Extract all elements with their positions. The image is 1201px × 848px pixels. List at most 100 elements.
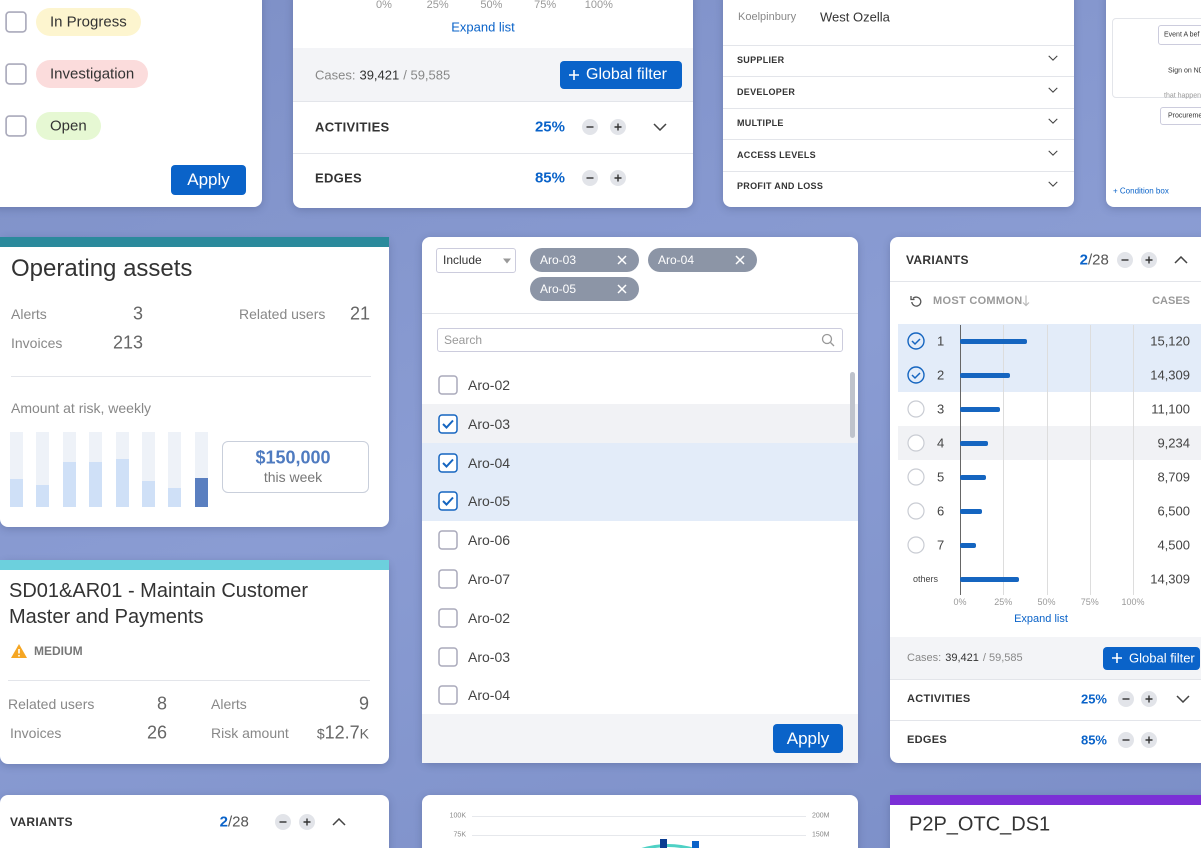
section-chevron[interactable]	[1048, 181, 1058, 187]
decrease-button[interactable]	[1118, 732, 1134, 748]
event-field: Event A bef	[1164, 31, 1200, 39]
checkbox[interactable]	[438, 569, 458, 589]
condition-select	[1160, 107, 1201, 125]
sort-label[interactable]: MOST COMMON	[933, 295, 1023, 307]
share-bar	[960, 406, 1000, 412]
card-title: Operating assets	[11, 255, 193, 282]
stat-label: Risk amount	[211, 725, 289, 741]
checkbox[interactable]	[438, 452, 458, 473]
row-label: 2	[937, 367, 945, 383]
condition-text: that happen	[1164, 92, 1201, 100]
option-label[interactable]: Aro-07	[468, 571, 511, 587]
card	[890, 237, 1201, 763]
button[interactable]	[1103, 646, 1200, 670]
increase-button[interactable]	[299, 814, 315, 830]
card	[422, 795, 858, 848]
row-radio[interactable]	[907, 366, 925, 384]
option-label[interactable]: Aro-02	[468, 609, 511, 626]
button-label[interactable]: Apply	[187, 170, 230, 189]
checkbox[interactable]	[438, 685, 458, 706]
checkbox[interactable]	[438, 646, 458, 667]
collapse-chevron[interactable]	[1174, 255, 1188, 264]
checkbox[interactable]	[438, 608, 458, 628]
increase-button[interactable]	[1141, 732, 1157, 748]
section-header: PROFIT AND LOSS	[737, 181, 824, 191]
checkbox[interactable]	[438, 414, 458, 434]
expand-chevron[interactable]	[653, 123, 667, 132]
option-label[interactable]: Aro-03	[468, 648, 511, 665]
section-chevron[interactable]	[1048, 55, 1058, 61]
row-radio[interactable]	[907, 536, 925, 554]
metric-value: 25%	[1080, 691, 1107, 707]
chip-remove[interactable]	[617, 255, 627, 265]
chip-remove[interactable]	[617, 284, 627, 294]
checkbox[interactable]	[438, 375, 458, 395]
section-chevron[interactable]	[1048, 149, 1058, 156]
row-radio[interactable]	[907, 400, 925, 418]
divider	[723, 76, 1074, 77]
checkbox[interactable]	[5, 115, 27, 137]
stat-value: 3	[132, 303, 143, 324]
condition-text: Procureme	[1168, 112, 1201, 120]
checkbox[interactable]	[438, 491, 458, 512]
option-label[interactable]: Aro-02	[468, 377, 511, 393]
checkbox[interactable]	[438, 530, 458, 550]
section-chevron[interactable]	[1048, 86, 1058, 93]
condition-text: Sign on ND	[1168, 67, 1201, 75]
button[interactable]	[171, 165, 246, 195]
mode-label: Include	[443, 253, 482, 267]
expand-link[interactable]: Expand list	[451, 19, 515, 35]
condition-frame	[1112, 18, 1201, 98]
warning-icon	[10, 643, 28, 659]
decrease-button[interactable]	[275, 814, 291, 830]
row-radio[interactable]	[907, 468, 925, 486]
expand-chevron[interactable]	[1176, 695, 1190, 704]
button[interactable]	[560, 60, 682, 89]
button-label[interactable]: Global filter	[586, 65, 667, 83]
card	[0, 795, 389, 848]
option-label[interactable]: Aro-04	[468, 454, 511, 471]
increase-button[interactable]	[610, 170, 626, 186]
button-label[interactable]: Global filter	[1129, 650, 1195, 666]
option-label[interactable]: Aro-04	[468, 687, 511, 704]
button-label[interactable]: Apply	[786, 728, 830, 748]
decrease-button[interactable]	[582, 170, 598, 186]
row-radio[interactable]	[907, 434, 925, 452]
section-header: ACCESS LEVELS	[737, 149, 816, 160]
status-pill	[36, 60, 149, 88]
option-label[interactable]: Aro-03	[468, 415, 511, 432]
option-label[interactable]: Aro-06	[468, 532, 511, 549]
axis-tick-label: 75%	[534, 0, 557, 11]
mode-select[interactable]	[436, 248, 516, 273]
decrease-button[interactable]	[1118, 691, 1134, 707]
collapse-chevron[interactable]	[332, 817, 346, 826]
share-bar	[960, 372, 1011, 378]
add-condition[interactable]: + Condition box	[1113, 186, 1169, 196]
row-radio[interactable]	[907, 502, 925, 520]
checkbox[interactable]	[5, 63, 27, 85]
bar	[115, 459, 129, 507]
row-hover	[422, 404, 858, 444]
decrease-button[interactable]	[1117, 252, 1133, 268]
metric-value: 85%	[534, 169, 565, 187]
increase-button[interactable]	[610, 119, 626, 135]
increase-button[interactable]	[1141, 691, 1157, 707]
reset-icon[interactable]	[910, 295, 922, 307]
row-radio[interactable]	[907, 332, 925, 350]
checkbox[interactable]	[5, 11, 27, 33]
status-pill	[36, 112, 101, 140]
button[interactable]	[773, 724, 843, 753]
event-select	[1158, 25, 1201, 45]
metric-label: ACTIVITIES	[315, 119, 390, 135]
bar	[89, 462, 103, 507]
section-chevron[interactable]	[1048, 118, 1058, 124]
decrease-button[interactable]	[582, 119, 598, 135]
expand-link[interactable]: Expand list	[1014, 613, 1068, 625]
stat-value: 9	[358, 693, 369, 714]
search-box[interactable]	[437, 328, 843, 352]
accent-bar	[0, 237, 389, 247]
option-label[interactable]: Aro-05	[468, 493, 511, 510]
chip-remove[interactable]	[735, 255, 745, 265]
increase-button[interactable]	[1141, 252, 1157, 268]
chip	[530, 277, 639, 301]
